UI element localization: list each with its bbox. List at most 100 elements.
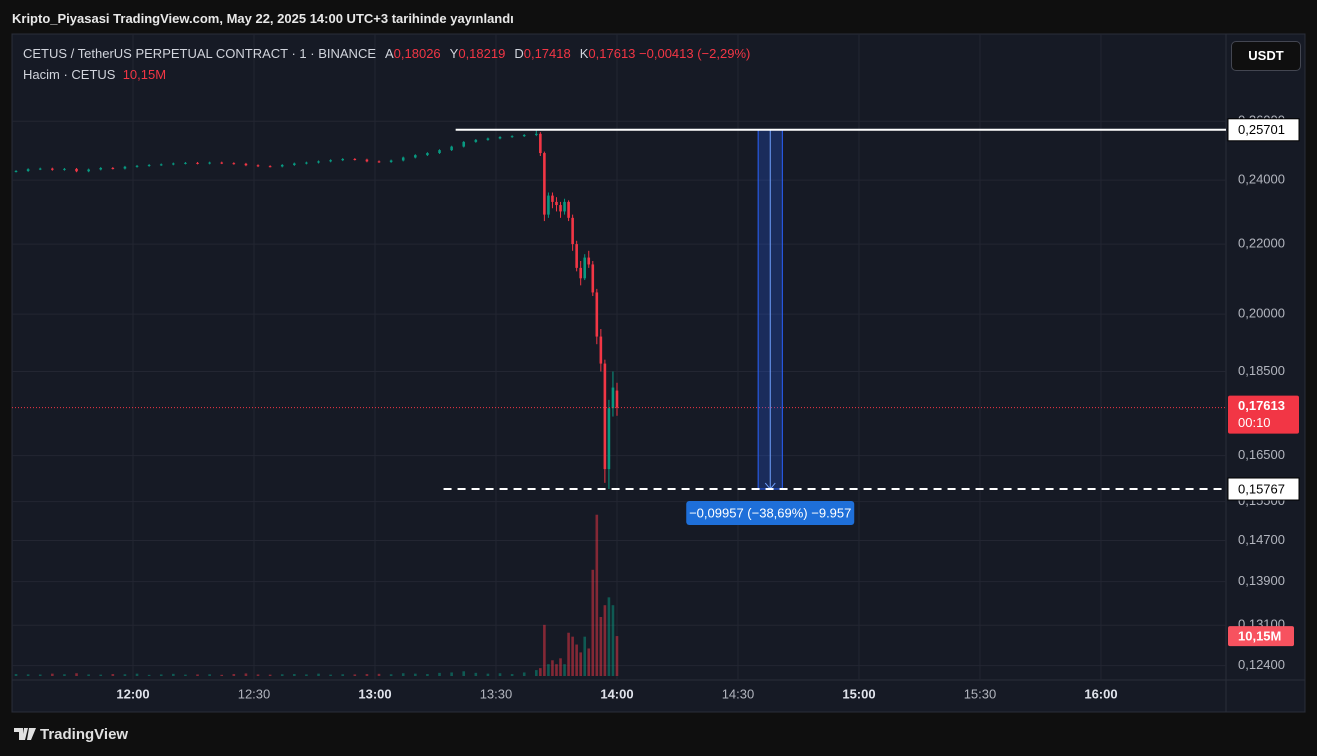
volume-bar xyxy=(510,674,514,676)
x-tick-label: 12:30 xyxy=(238,686,271,701)
volume-bar xyxy=(575,644,578,676)
volume-bar xyxy=(547,664,550,676)
volume-bar xyxy=(293,674,296,676)
ohlc-key: D xyxy=(514,46,524,61)
candle-body xyxy=(341,158,345,161)
candle-body xyxy=(135,165,139,167)
volume-bar xyxy=(450,672,453,676)
candle-body xyxy=(611,387,615,409)
y-tick-label: 0,14700 xyxy=(1238,532,1285,547)
volume-bar xyxy=(535,670,538,676)
price-label: 0,15767 xyxy=(1238,481,1285,496)
volume-bar xyxy=(563,664,566,676)
volume-bar xyxy=(353,674,357,676)
footer-brand: TradingView xyxy=(14,726,128,743)
candle-body xyxy=(268,166,272,168)
measure-label: −0,09957 (−38,69%) −9.957 xyxy=(689,505,851,520)
volume-bar xyxy=(135,673,139,676)
candle-body xyxy=(159,164,163,166)
y-tick-label: 0,13900 xyxy=(1238,573,1285,588)
volume-bar xyxy=(543,624,546,676)
candle-body xyxy=(317,161,320,163)
volume-bar xyxy=(329,674,332,676)
volume-bar xyxy=(571,636,574,676)
volume-bar xyxy=(607,597,611,676)
candle-body xyxy=(220,162,224,164)
ohlc-key: Y xyxy=(449,46,459,61)
price-label-bg xyxy=(1227,477,1300,501)
ohlc-value: 0,18219 xyxy=(458,46,506,61)
currency-button[interactable]: USDT xyxy=(1231,41,1301,71)
volume-bar xyxy=(232,674,236,676)
volume-bar xyxy=(426,674,429,676)
y-tick-label: 0,16500 xyxy=(1238,447,1285,462)
volume-bar xyxy=(159,674,163,676)
volume-bar xyxy=(268,674,272,676)
volume-bar xyxy=(587,648,591,676)
plot xyxy=(12,34,1226,680)
volume-bar xyxy=(474,672,478,676)
candle-body xyxy=(510,136,514,138)
x-tick-label: 15:30 xyxy=(964,686,997,701)
logo xyxy=(14,728,36,740)
candle-body xyxy=(426,153,429,156)
candle-body xyxy=(603,363,607,470)
volume-bar xyxy=(611,605,615,676)
candle-body xyxy=(196,162,199,164)
candle-body xyxy=(615,390,619,408)
volume-bar xyxy=(51,673,54,676)
volume-legend: Hacim · CETUS 10,15M xyxy=(23,67,166,82)
volume-bar xyxy=(87,674,90,676)
candle-body xyxy=(450,146,453,151)
volume-bar xyxy=(615,636,619,676)
volume-bar xyxy=(462,671,466,676)
candle-body xyxy=(567,201,570,218)
volume-bar xyxy=(123,674,127,676)
candle-body xyxy=(563,201,566,212)
chart-pane xyxy=(11,33,1306,713)
volume-bar xyxy=(38,674,42,676)
ohlc-value: 0,17418 xyxy=(523,46,571,61)
ohlc-key: K xyxy=(579,46,589,61)
volume-label-bg xyxy=(1228,626,1294,647)
candle-body xyxy=(414,155,417,158)
volume-bar xyxy=(63,674,66,676)
volume-bar xyxy=(583,636,587,676)
candle-body xyxy=(26,169,30,171)
volume-bar xyxy=(595,514,599,676)
candle-body xyxy=(99,167,103,170)
candle-body xyxy=(256,165,260,167)
candle-body xyxy=(51,168,54,170)
candle-body xyxy=(353,158,357,160)
candle-body xyxy=(607,408,611,470)
volume-bar xyxy=(111,674,115,676)
volume-bar xyxy=(401,673,405,676)
volume-name: Hacim · CETUS xyxy=(23,67,116,82)
volume-bar xyxy=(14,674,18,676)
volume-bar xyxy=(365,674,369,676)
x-tick-label: 12:00 xyxy=(116,686,149,701)
x-tick-label: 13:30 xyxy=(480,686,513,701)
volume-bar xyxy=(208,674,211,676)
candle-body xyxy=(474,139,478,142)
candle-body xyxy=(547,195,550,215)
candle-body xyxy=(599,336,603,364)
candle-body xyxy=(123,166,127,169)
candle-body xyxy=(587,257,591,265)
candle-body xyxy=(543,153,546,215)
volume-value: 10,15M xyxy=(122,67,167,82)
volume-bar xyxy=(99,674,103,676)
candle-body xyxy=(438,150,441,154)
candle-body xyxy=(551,195,554,202)
volume-bar xyxy=(256,674,260,676)
candle-body xyxy=(591,264,595,293)
symbol: CETUS / TetherUS PERPETUAL CONTRACT · 1 … xyxy=(23,46,376,61)
candle-body xyxy=(583,257,587,279)
last-price-label: 0,17613 xyxy=(1238,398,1285,413)
volume-bar xyxy=(389,674,393,676)
candle-body xyxy=(75,168,78,172)
ohlc: A0,18026 Y0,18219 D0,17418 K0,17613 xyxy=(376,46,635,61)
volume-bar xyxy=(539,668,542,676)
volume-bar xyxy=(184,674,187,676)
candle-body xyxy=(486,138,490,140)
